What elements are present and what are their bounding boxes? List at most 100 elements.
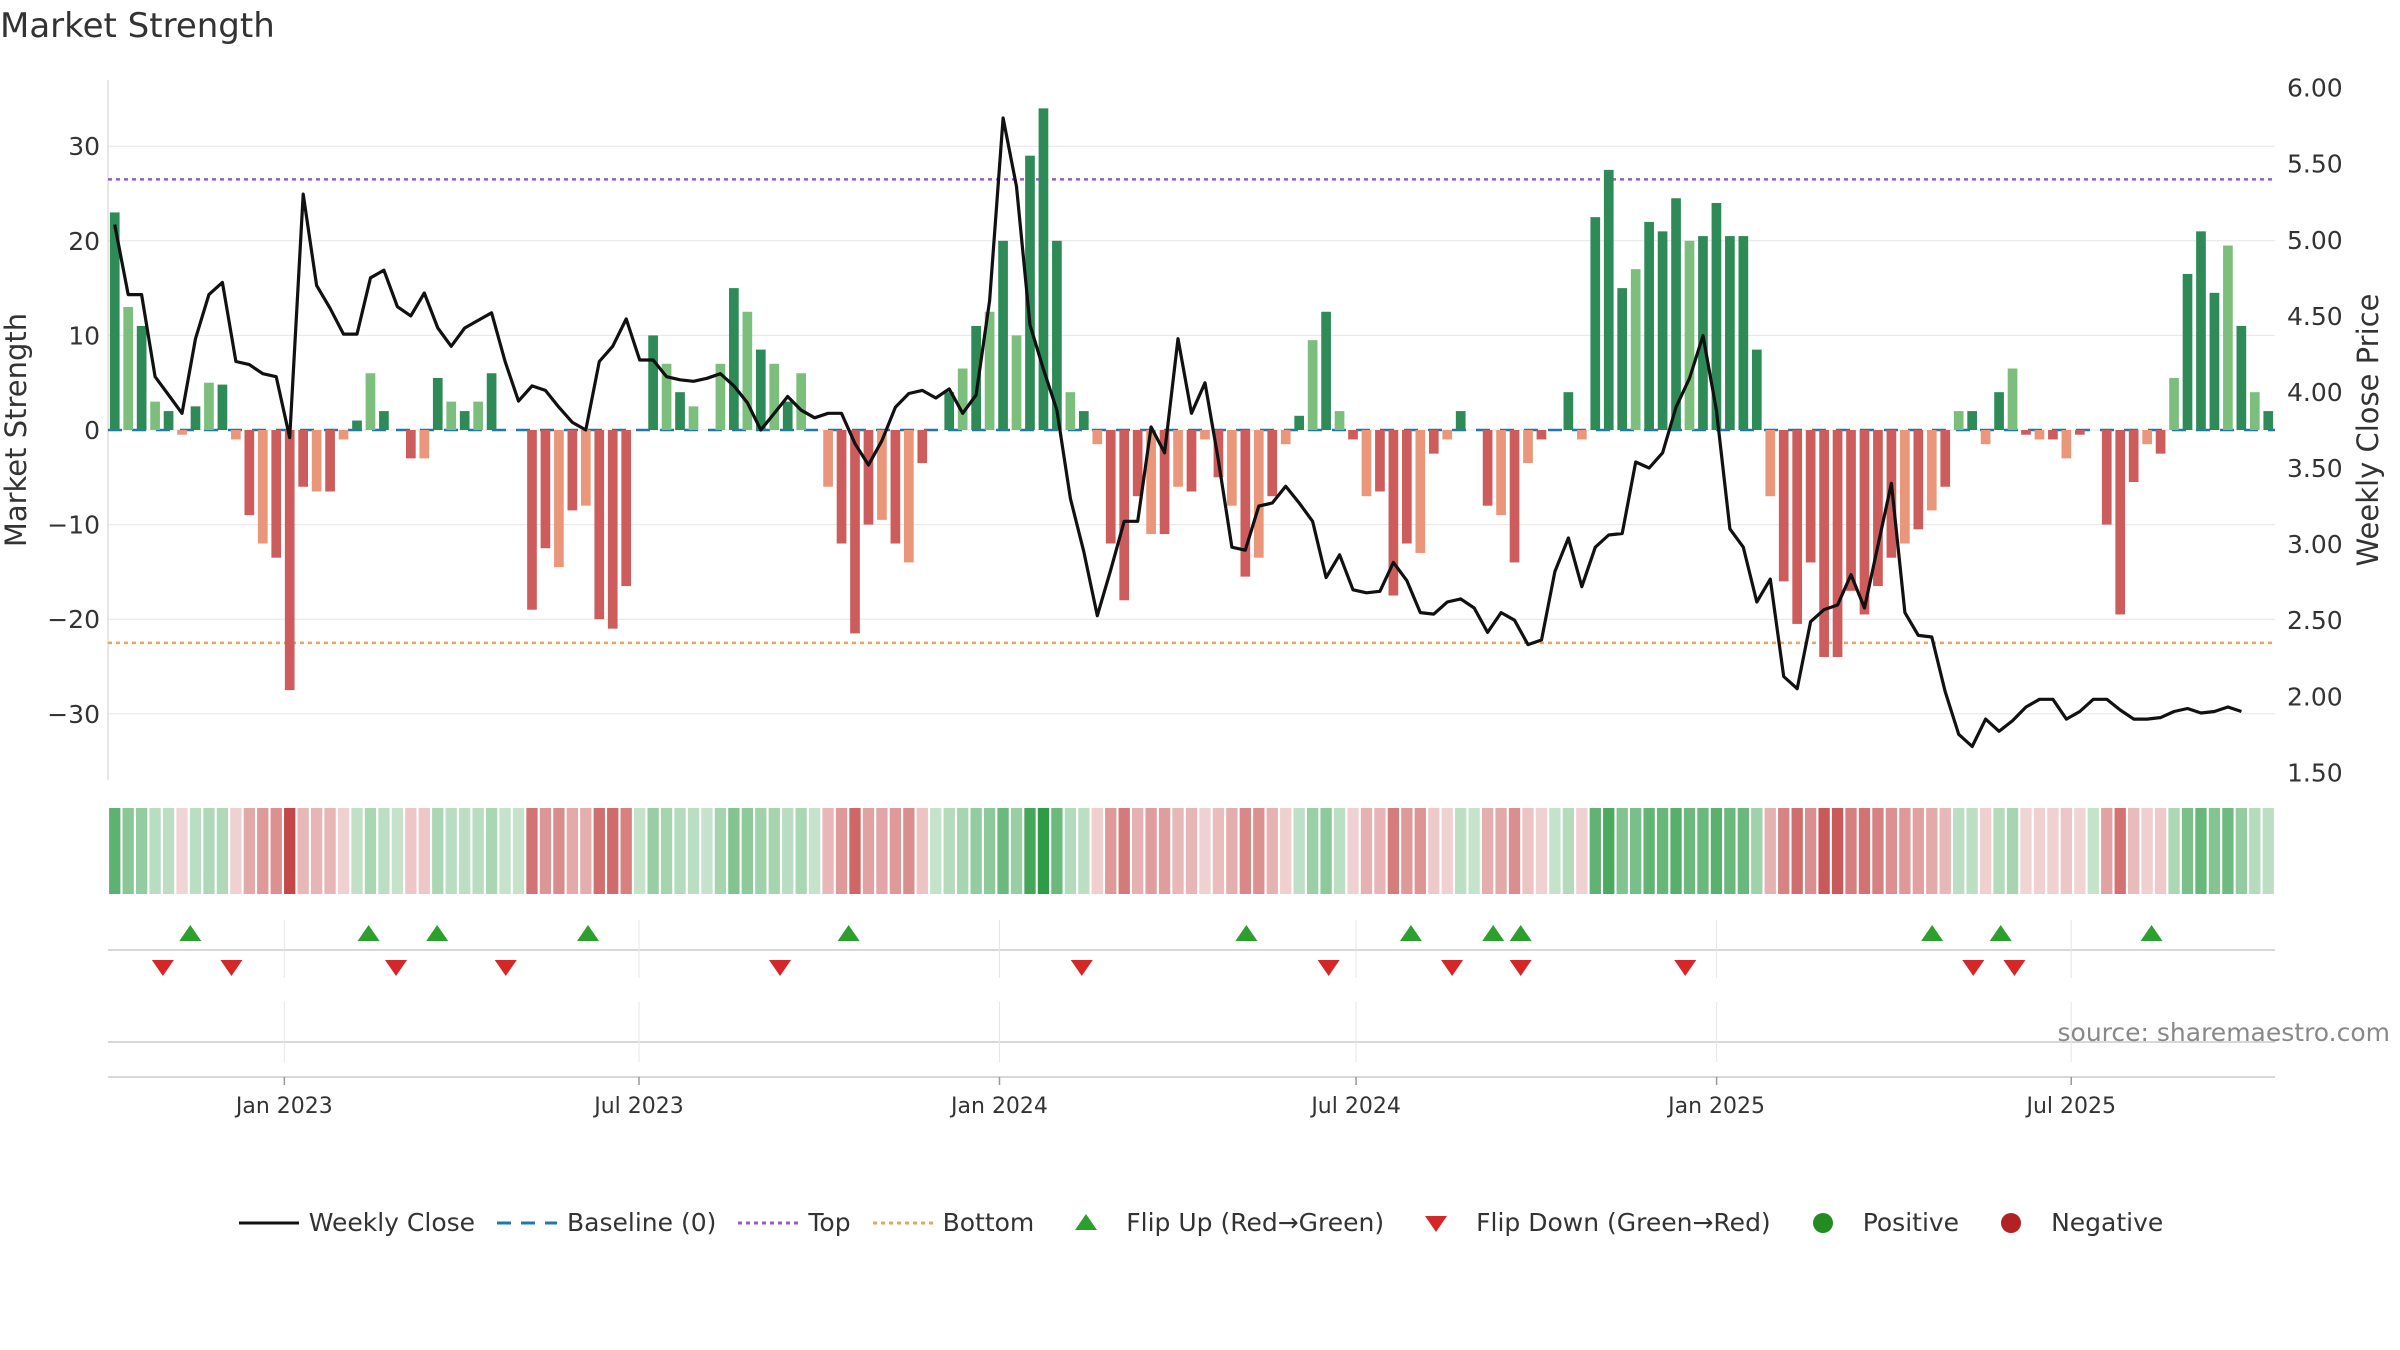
strip-cell — [1912, 808, 1924, 894]
y2-tick-label: 3.50 — [2287, 454, 2343, 483]
strength-bar — [2155, 430, 2166, 454]
strength-bar — [1240, 430, 1251, 577]
strength-bar — [1159, 430, 1170, 535]
strip-cell — [1535, 808, 1548, 894]
strength-bar — [2223, 245, 2233, 430]
strip-cell — [943, 808, 955, 894]
strength-bar — [1307, 340, 1318, 430]
strength-bar — [459, 411, 470, 430]
strength-bar — [782, 401, 793, 430]
strip-cell — [472, 808, 484, 894]
strip-cell — [1953, 808, 1965, 894]
strip-cell — [162, 808, 175, 894]
strength-bar — [1267, 430, 1278, 497]
strength-bar — [204, 382, 214, 430]
strip-cell — [2262, 808, 2274, 894]
strength-bar — [1415, 430, 1426, 553]
strip-cell — [364, 808, 377, 894]
strip-cell — [1670, 808, 1682, 894]
strength-bar — [715, 363, 726, 430]
strip-cell — [1603, 808, 1615, 894]
strip-cell — [2235, 808, 2248, 894]
strength-bar — [1873, 430, 1883, 587]
strength-bar — [123, 307, 134, 430]
flip-down-marker — [1441, 960, 1464, 976]
strength-bar — [1913, 430, 1924, 530]
strength-bar — [917, 430, 928, 464]
strip-cell — [701, 808, 713, 894]
strip-cell — [297, 808, 309, 894]
legend-flip-up: Flip Up (Red→Green) — [1054, 1208, 1384, 1237]
flip-up-marker — [1399, 925, 1422, 941]
flip-up-marker — [1921, 925, 1944, 941]
strip-cell — [997, 808, 1009, 894]
strip-cell — [459, 808, 471, 894]
strip-cell — [849, 808, 861, 894]
strength-bar — [379, 411, 389, 430]
strip-cell — [1199, 808, 1211, 894]
strength-bar — [1846, 430, 1856, 591]
strip-cell — [1455, 808, 1467, 894]
strip-cell — [2181, 808, 2194, 894]
strength-bar — [1482, 430, 1493, 506]
strip-cell — [485, 808, 498, 894]
strip-cell — [1145, 808, 1157, 894]
flip-up-marker — [2140, 925, 2163, 941]
strength-bar — [1940, 430, 1951, 487]
strength-bar — [1388, 430, 1399, 596]
strength-bar — [1657, 231, 1668, 430]
strip-cell — [310, 808, 323, 894]
strip-cell — [230, 808, 242, 894]
strip-cell — [741, 808, 753, 894]
strip-cell — [405, 808, 417, 894]
strength-bar — [2249, 392, 2260, 430]
strength-bar — [1819, 430, 1829, 658]
strip-cell — [1508, 808, 1521, 894]
flip-down-marker — [151, 960, 174, 976]
strip-cell — [1306, 808, 1319, 894]
legend-negative: Negative — [1979, 1208, 2163, 1237]
legend-bottom: Bottom — [871, 1208, 1035, 1237]
strength-bar — [1926, 430, 1937, 511]
strength-bar — [109, 212, 120, 430]
strength-bar — [1751, 349, 1762, 430]
strip-cell — [1051, 808, 1063, 894]
strip-cell — [553, 808, 565, 894]
strength-bar — [217, 384, 228, 430]
strength-bar — [1025, 155, 1035, 431]
strength-bar — [1052, 240, 1062, 430]
strength-bar — [1994, 392, 2004, 430]
strip-cell — [1495, 808, 1507, 894]
strength-bar — [1038, 108, 1049, 430]
strip-cell — [687, 808, 700, 894]
strip-cell — [324, 808, 336, 894]
flip-down-marker — [1509, 960, 1532, 976]
strip-cell — [1105, 808, 1117, 894]
strip-cell — [768, 808, 780, 894]
legend-bottom-label: Bottom — [942, 1208, 1035, 1237]
strength-bar — [1859, 430, 1870, 615]
strip-cell — [2222, 808, 2234, 894]
strip-cell — [755, 808, 767, 894]
strip-cell — [1656, 808, 1669, 894]
legend-positive: Positive — [1791, 1208, 1959, 1237]
strength-bar — [1900, 430, 1910, 544]
flip-up-marker — [1482, 925, 1505, 941]
strip-cell — [1158, 808, 1171, 894]
legend-top-swatch — [736, 1209, 800, 1237]
strength-heat-strip — [109, 808, 2274, 894]
strength-bar — [971, 325, 981, 430]
strip-cell — [1374, 808, 1386, 894]
strength-bar — [446, 401, 457, 430]
strip-cell — [2087, 808, 2099, 894]
strength-bar — [2169, 377, 2179, 430]
strength-bar — [1644, 221, 1654, 430]
strength-bar — [150, 401, 160, 430]
strip-cell — [1616, 808, 1628, 894]
x-tick-label: Jul 2025 — [2024, 1094, 2116, 1119]
strength-bar — [244, 430, 255, 516]
strip-cell — [149, 808, 161, 894]
strength-bar — [2101, 430, 2112, 525]
y2-tick-label: 5.50 — [2287, 150, 2343, 179]
legend-flip-up-label: Flip Up (Red→Green) — [1126, 1208, 1385, 1237]
